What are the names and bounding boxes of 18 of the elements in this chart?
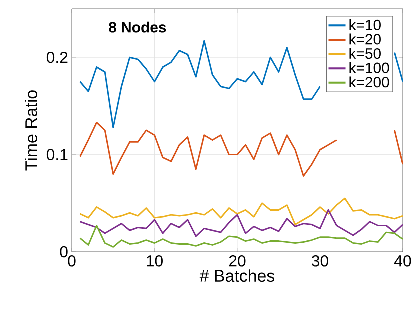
x-axis-title: # Batches xyxy=(200,270,275,282)
y-axis-title: Time Ratio xyxy=(25,90,38,171)
x-tick-label: 20 xyxy=(229,256,246,267)
legend-label: k=100 xyxy=(350,62,390,74)
legend-label: k=200 xyxy=(350,76,390,88)
legend-label: k=50 xyxy=(350,48,381,60)
line-series xyxy=(80,225,403,248)
x-tick-label: 30 xyxy=(312,256,328,267)
x-tick-label: 40 xyxy=(394,256,412,267)
y-tick-label: 0 xyxy=(60,246,68,258)
x-tick-label: 0 xyxy=(68,256,76,267)
text: 8 Nodes xyxy=(109,22,166,33)
legend-label: k=10 xyxy=(350,19,381,30)
line-series xyxy=(80,198,403,226)
y-tick-label: 0.1 xyxy=(46,149,68,160)
x-tick-label: 10 xyxy=(147,256,163,267)
y-tick-label: 0.2 xyxy=(46,52,68,64)
legend-label: k=20 xyxy=(350,34,381,45)
